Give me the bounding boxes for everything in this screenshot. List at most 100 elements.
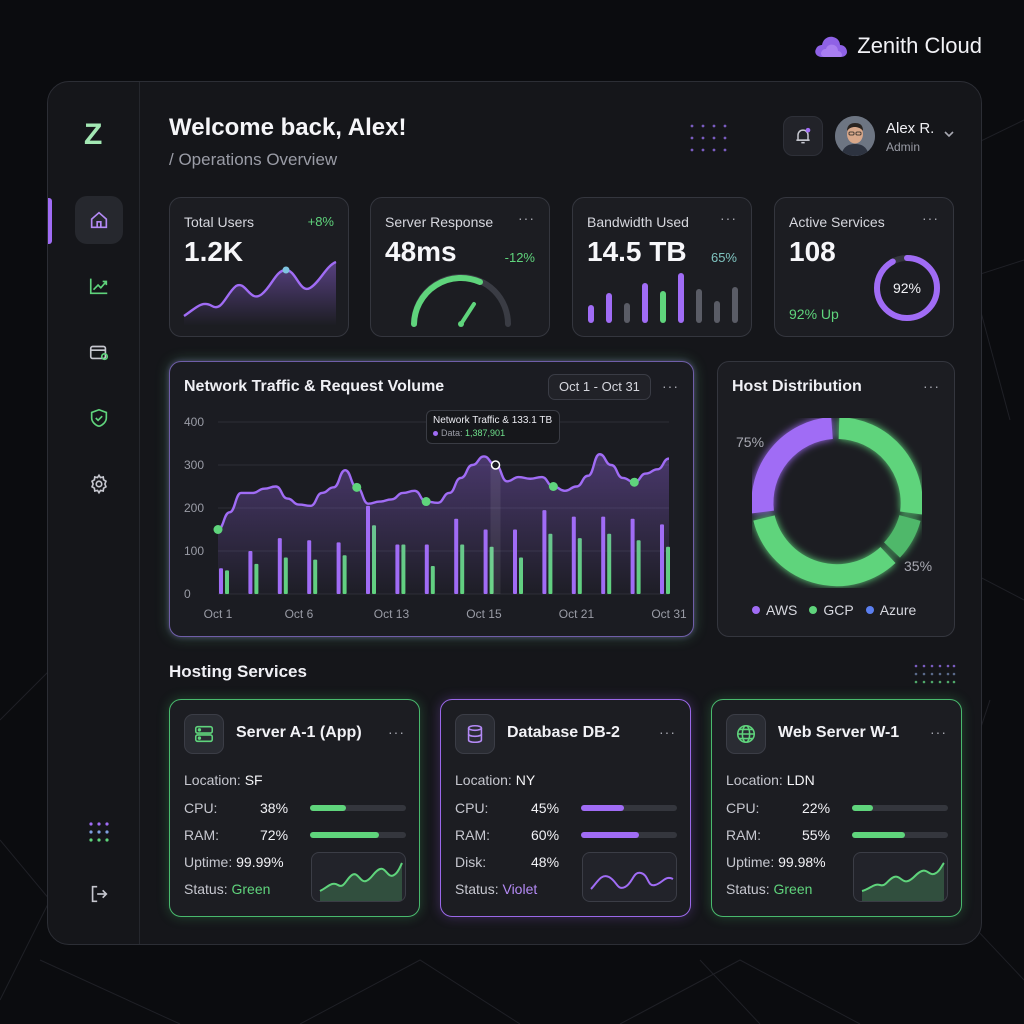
more-options-button[interactable]: ··· [388, 724, 405, 740]
home-icon [90, 211, 108, 229]
y-tick-label: 400 [184, 415, 204, 429]
progress-fill [581, 805, 625, 811]
service-uptime: Uptime: 99.99% [184, 854, 284, 870]
app-logo[interactable]: Z [84, 118, 103, 151]
line-marker [548, 482, 558, 491]
metric-label: RAM: [455, 827, 490, 843]
stat-title: Bandwidth Used [587, 214, 689, 230]
sidebar-item-billing[interactable] [75, 328, 123, 376]
metric-value: 55% [802, 827, 831, 843]
service-icon-box [184, 714, 224, 754]
stat-title: Total Users [184, 214, 255, 230]
location-label: Location: [184, 772, 241, 788]
database-icon [467, 724, 483, 744]
sidebar-item-apps[interactable] [75, 808, 123, 856]
series-line [217, 453, 670, 531]
stat-card-server-response[interactable]: Server Response ··· 48ms -12% [370, 197, 550, 337]
legend-label: Azure [879, 602, 917, 618]
service-name: Database DB-2 [507, 724, 620, 741]
logout-button[interactable] [75, 870, 123, 918]
stat-card-bandwidth[interactable]: Bandwidth Used ··· 14.5 TB 65% [572, 197, 752, 337]
metric-value: 22% [802, 800, 831, 816]
extra-value: 99.98% [778, 854, 826, 870]
stat-delta: -12% [504, 250, 535, 265]
metric-value: 38% [260, 800, 289, 816]
section-title: Hosting Services [169, 662, 307, 681]
cpu-progress-bar [581, 805, 677, 811]
service-card-database-db2[interactable]: Database DB-2 ··· Location: NY CPU: 45% … [440, 699, 691, 917]
stat-card-active-services[interactable]: Active Services ··· 108 92% Up 92% [774, 197, 954, 337]
service-location: Location: NY [455, 772, 535, 788]
traffic-chart-panel: Network Traffic & Request Volume Oct 1 -… [169, 361, 694, 637]
location-label: Location: [455, 772, 512, 788]
chart-line-icon [89, 278, 108, 295]
panel-title: Host Distribution [732, 378, 862, 395]
sidebar-item-security[interactable] [75, 394, 123, 442]
chart-tooltip: Network Traffic & 133.1 TB Data: 1,387,9… [426, 410, 560, 444]
more-options-button[interactable]: ··· [659, 724, 676, 740]
status-badge: Green [231, 881, 271, 897]
chevron-down-icon[interactable] [943, 128, 955, 140]
legend-dot [752, 606, 760, 614]
legend-label: AWS [766, 602, 798, 618]
service-disk: Disk: 48% [455, 854, 559, 870]
y-tick-label: 100 [184, 544, 204, 558]
legend-item-gcp[interactable]: GCP [809, 602, 854, 618]
cpu-progress-bar [852, 805, 948, 811]
bell-icon [796, 127, 811, 144]
sidebar-item-settings[interactable] [75, 460, 123, 508]
sidebar-item-analytics[interactable] [75, 262, 123, 310]
more-options-button[interactable]: ··· [518, 210, 535, 226]
ram-progress-bar [852, 832, 948, 838]
legend-item-azure[interactable]: Azure [865, 602, 917, 618]
service-status: Status: Green [726, 881, 812, 897]
gauge-icon [411, 274, 511, 327]
donut-label-top: 75% [736, 434, 765, 450]
location-value: NY [515, 772, 536, 788]
sparkline-chart [861, 862, 945, 901]
service-card-web-server-w1[interactable]: Web Server W-1 ··· Location: LDN CPU: 22… [711, 699, 962, 917]
x-tick-label: Oct 6 [285, 607, 314, 621]
more-options-button[interactable]: ··· [923, 378, 940, 394]
sparkline-chart [319, 862, 403, 901]
highlight-band [490, 465, 501, 594]
area-fill [218, 454, 669, 594]
service-location: Location: LDN [726, 772, 815, 788]
ram-progress-bar [581, 832, 677, 838]
brand-title: Zenith Cloud [857, 33, 982, 58]
date-range-picker[interactable]: Oct 1 - Oct 31 [548, 374, 651, 400]
user-role: Admin [886, 140, 921, 154]
legend-dot [809, 606, 818, 614]
more-options-button[interactable]: ··· [922, 210, 939, 226]
user-name[interactable]: Alex R. [886, 120, 935, 137]
user-avatar-icon [835, 116, 875, 156]
service-status: Status: Green [184, 881, 270, 897]
notifications-button[interactable] [783, 116, 823, 156]
x-tick-label: Oct 15 [466, 607, 502, 621]
host-distribution-panel: Host Distribution ··· 75% 35% AWS GCP Az… [717, 361, 955, 637]
more-options-button[interactable]: ··· [930, 724, 947, 740]
nav-active-indicator [48, 198, 52, 244]
service-card-server-a1[interactable]: Server A-1 (App) ··· Location: SF CPU: 3… [169, 699, 420, 917]
wallet-icon [89, 345, 109, 361]
tooltip-line: Data: 1,387,901 [433, 428, 553, 438]
line-marker [421, 497, 431, 507]
line-marker [490, 460, 501, 470]
more-options-button[interactable]: ··· [662, 378, 679, 394]
stat-card-total-users[interactable]: Total Users 1.2K +8% [169, 197, 349, 337]
host-donut-chart [752, 418, 922, 587]
line-marker [213, 525, 223, 534]
breadcrumb[interactable]: / Operations Overview [169, 150, 338, 169]
progress-fill [852, 832, 905, 838]
uptime-ring [874, 255, 940, 321]
legend-item-aws[interactable]: AWS [752, 602, 797, 618]
service-sparkline [311, 852, 406, 902]
progress-fill [852, 805, 874, 811]
more-options-button[interactable]: ··· [720, 210, 737, 226]
y-tick-label: 300 [184, 458, 204, 472]
server-icon [194, 725, 214, 743]
avatar[interactable] [835, 116, 875, 156]
service-icon-box [455, 714, 495, 754]
sidebar-item-home[interactable] [75, 196, 123, 244]
donut-legend: AWS GCP Azure [752, 602, 916, 618]
